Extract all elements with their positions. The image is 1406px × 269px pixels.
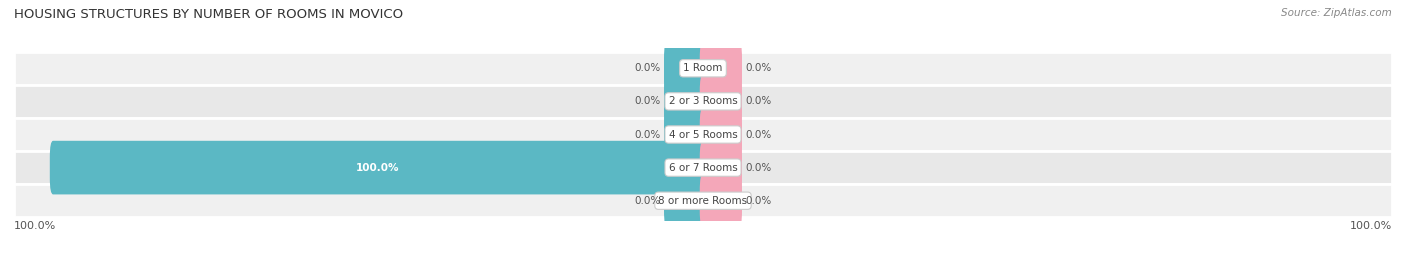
Text: 100.0%: 100.0% (14, 221, 56, 231)
Bar (14, 118, 1392, 151)
FancyBboxPatch shape (664, 174, 706, 228)
FancyBboxPatch shape (664, 108, 706, 161)
Text: 100.0%: 100.0% (1350, 221, 1392, 231)
Text: 0.0%: 0.0% (634, 196, 661, 206)
Text: 0.0%: 0.0% (745, 129, 772, 140)
Text: 1 Room: 1 Room (683, 63, 723, 73)
FancyBboxPatch shape (700, 141, 742, 194)
FancyBboxPatch shape (664, 75, 706, 128)
Text: 4 or 5 Rooms: 4 or 5 Rooms (669, 129, 737, 140)
Text: 2 or 3 Rooms: 2 or 3 Rooms (669, 96, 737, 107)
Bar (14, 52, 1392, 85)
Bar (14, 184, 1392, 217)
Text: 0.0%: 0.0% (634, 129, 661, 140)
FancyBboxPatch shape (700, 41, 742, 95)
Text: Source: ZipAtlas.com: Source: ZipAtlas.com (1281, 8, 1392, 18)
Text: 8 or more Rooms: 8 or more Rooms (658, 196, 748, 206)
Text: 0.0%: 0.0% (745, 196, 772, 206)
Bar (14, 151, 1392, 184)
FancyBboxPatch shape (700, 75, 742, 128)
Text: 0.0%: 0.0% (745, 63, 772, 73)
Text: 6 or 7 Rooms: 6 or 7 Rooms (669, 162, 737, 173)
Text: 100.0%: 100.0% (356, 162, 399, 173)
Text: 0.0%: 0.0% (634, 63, 661, 73)
FancyBboxPatch shape (49, 141, 706, 194)
Text: 0.0%: 0.0% (634, 96, 661, 107)
FancyBboxPatch shape (664, 41, 706, 95)
Bar (14, 85, 1392, 118)
Text: 0.0%: 0.0% (745, 162, 772, 173)
Text: HOUSING STRUCTURES BY NUMBER OF ROOMS IN MOVICO: HOUSING STRUCTURES BY NUMBER OF ROOMS IN… (14, 8, 404, 21)
FancyBboxPatch shape (700, 174, 742, 228)
Text: 0.0%: 0.0% (745, 96, 772, 107)
FancyBboxPatch shape (700, 108, 742, 161)
